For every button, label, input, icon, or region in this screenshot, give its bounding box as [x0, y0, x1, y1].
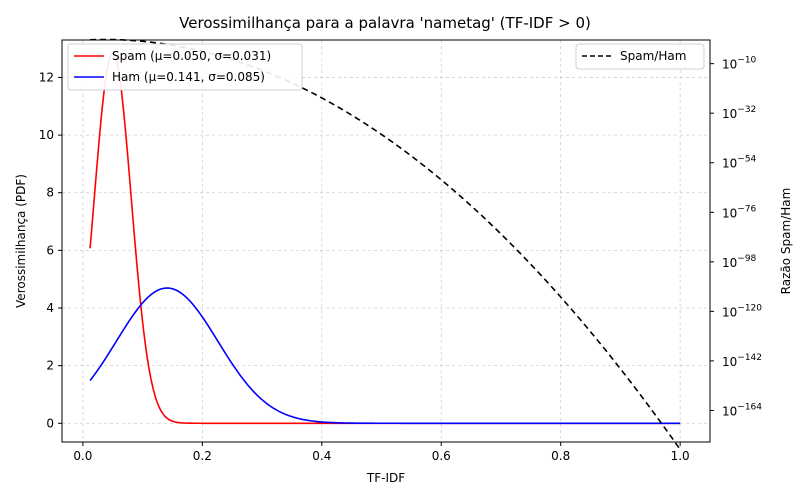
- chart-title: Verossimilhança para a palavra 'nametag'…: [179, 14, 591, 32]
- x-tick-label: 0.4: [312, 449, 331, 463]
- y-right-axis-ticks: 10−10 10−32 10−54 10−76 10−98 10−120 10−142 10−…: [710, 56, 762, 418]
- y-right-tick-label: 10−142: [722, 353, 762, 369]
- legend-label-spam: Spam (μ=0.050, σ=0.031): [112, 49, 271, 63]
- x-tick-label: 0.6: [432, 449, 451, 463]
- y-left-tick-label: 8: [46, 186, 54, 200]
- legend-left-box: [67, 43, 303, 91]
- series-line-spam: [89, 52, 681, 425]
- y-left-tick-label: 2: [46, 359, 54, 373]
- y-left-tick-label: 4: [46, 301, 54, 315]
- legend-right: Spam/Ham: [575, 43, 705, 70]
- y-right-tick-label: 10−32: [722, 105, 756, 121]
- x-axis-label: TF-IDF: [366, 471, 405, 485]
- legend-left: Spam (μ=0.050, σ=0.031) Ham (μ=0.141, σ=…: [67, 43, 303, 91]
- y-right-tick-label: 10−76: [722, 204, 757, 220]
- series-line-ham: [89, 287, 681, 425]
- y-right-tick-label: 10−164: [722, 402, 762, 418]
- y-left-tick-label: 0: [46, 416, 54, 430]
- y-left-tick-label: 10: [39, 128, 54, 142]
- grid-lines: [62, 40, 710, 442]
- y-left-axis-label: Verossimilhança (PDF): [14, 174, 28, 308]
- y-left-tick-label: 6: [46, 243, 54, 257]
- plot-frame: [61, 39, 711, 443]
- y-left-axis-ticks: 0 2 4 6 8 10 12: [39, 70, 62, 430]
- x-tick-label: 0.8: [551, 449, 570, 463]
- y-right-axis-label: Razão Spam/Ham: [779, 188, 793, 295]
- y-left-tick-label: 12: [39, 70, 54, 84]
- x-tick-label: 0.0: [73, 449, 92, 463]
- x-axis-ticks: 0.0 0.2 0.4 0.6 0.8 1.0: [73, 442, 690, 463]
- y-right-tick-label: 10−120: [722, 303, 762, 319]
- y-right-tick-label: 10−10: [722, 56, 757, 72]
- legend-label-ham: Ham (μ=0.141, σ=0.085): [112, 70, 265, 84]
- x-tick-label: 0.2: [193, 449, 212, 463]
- y-right-tick-label: 10−54: [722, 155, 757, 171]
- legend-label-ratio: Spam/Ham: [620, 49, 686, 63]
- y-right-tick-label: 10−98: [722, 254, 757, 270]
- x-tick-label: 1.0: [671, 449, 690, 463]
- legend-right-box: [575, 43, 705, 70]
- series-line-ratio: [90, 38, 681, 450]
- series-layer: [89, 38, 681, 450]
